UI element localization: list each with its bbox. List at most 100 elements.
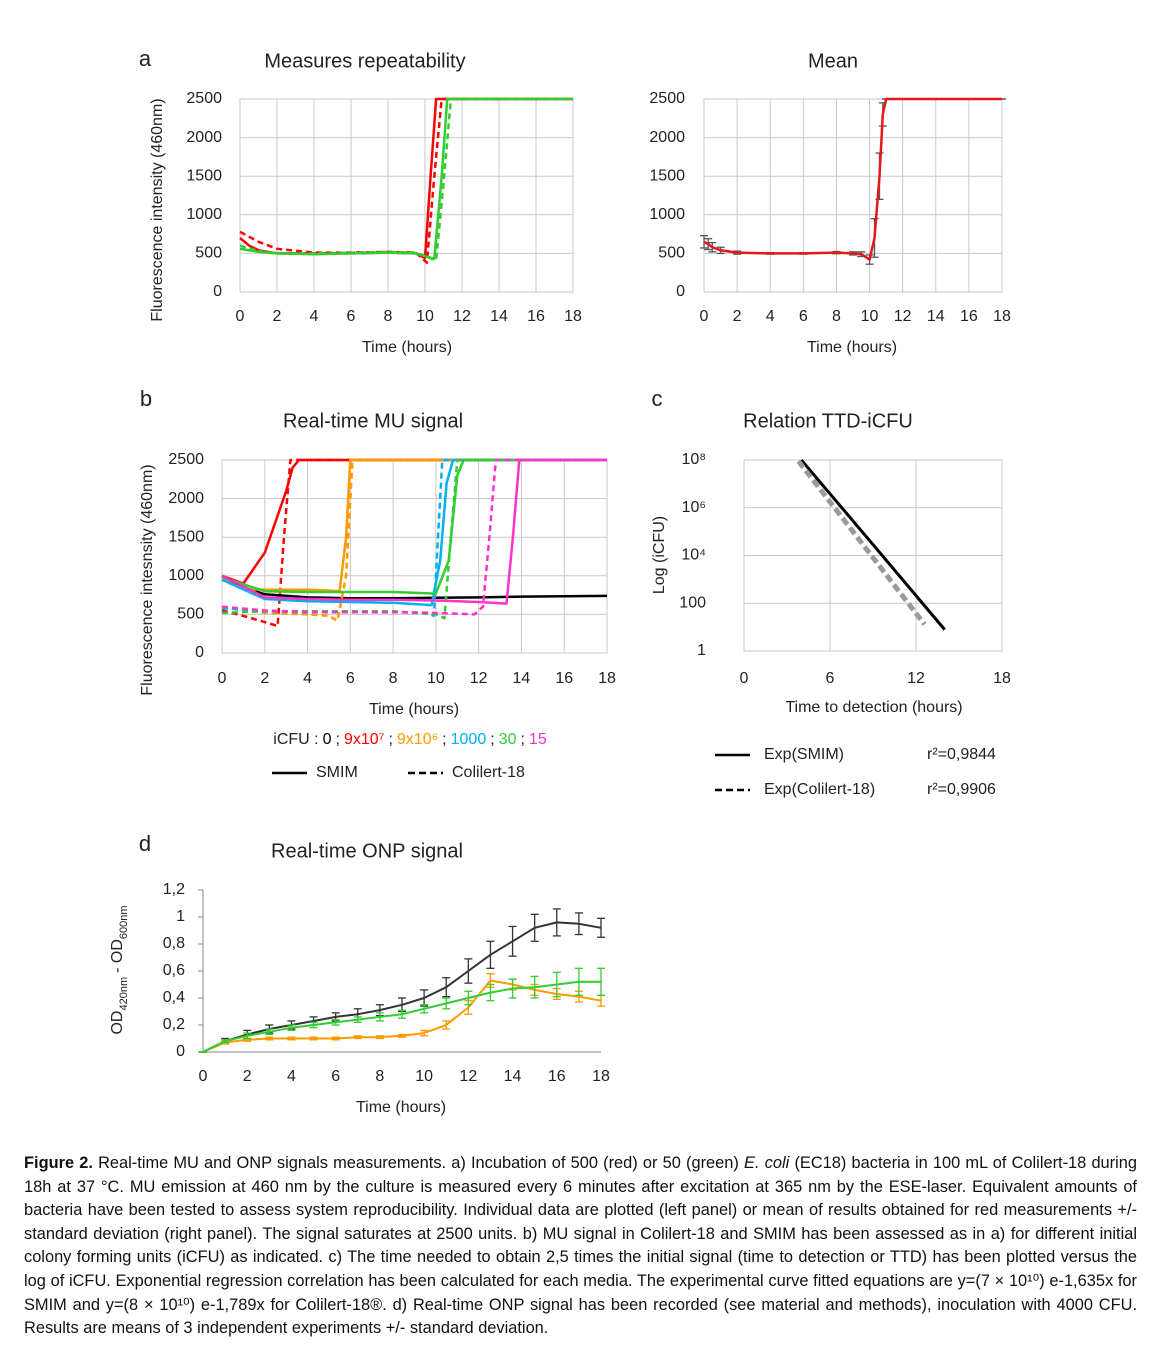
x-tick-label: 6 bbox=[826, 670, 835, 687]
y-tick-label: 0 bbox=[176, 1043, 185, 1060]
x-tick-label: 0 bbox=[700, 308, 709, 325]
chart-title: Relation TTD-iCFU bbox=[743, 410, 913, 432]
x-tick-label: 2 bbox=[733, 308, 742, 325]
legend-entry: 9x10⁶ bbox=[397, 731, 438, 748]
x-tick-label: 8 bbox=[832, 308, 841, 325]
x-tick-label: 8 bbox=[375, 1068, 384, 1085]
plot-frame bbox=[239, 98, 574, 293]
caption-text: (EC18) bacteria in 100 mL of Colilert-18… bbox=[24, 1154, 1138, 1338]
legend-separator: ; bbox=[520, 731, 524, 748]
y-tick-label: 1500 bbox=[168, 528, 204, 545]
series-line bbox=[239, 97, 573, 262]
series-line bbox=[239, 97, 573, 260]
y-tick-label: 1 bbox=[176, 908, 185, 925]
y-tick-label: 2000 bbox=[168, 490, 204, 507]
legend-separator: ; bbox=[490, 731, 494, 748]
x-tick-label: 10 bbox=[416, 308, 434, 325]
x-tick-label: 18 bbox=[598, 670, 616, 687]
y-tick-label: 1000 bbox=[649, 206, 685, 223]
caption-label: Figure 2. bbox=[24, 1154, 93, 1172]
series-line bbox=[221, 458, 607, 616]
y-tick-label: 2000 bbox=[649, 129, 685, 146]
y-tick-label: 0 bbox=[195, 644, 204, 661]
y-tick-label: 10⁸ bbox=[681, 451, 706, 468]
y-tick-label: 1 bbox=[697, 642, 706, 659]
legend-separator: ; bbox=[336, 731, 340, 748]
series-line bbox=[221, 458, 607, 585]
x-tick-label: 14 bbox=[927, 308, 945, 325]
series-line bbox=[703, 97, 1002, 261]
panel-label: c bbox=[652, 386, 663, 411]
x-tick-label: 12 bbox=[470, 670, 488, 687]
y-tick-label: 0 bbox=[213, 283, 222, 300]
series-line bbox=[202, 980, 601, 1053]
legend-entry: 30 bbox=[499, 731, 517, 748]
y-tick-label: 0,4 bbox=[163, 989, 185, 1006]
legend-entry: 0 bbox=[323, 731, 332, 748]
x-tick-label: 14 bbox=[490, 308, 508, 325]
legend-title: iCFU : bbox=[273, 731, 318, 748]
x-tick-label: 4 bbox=[287, 1068, 296, 1085]
x-tick-label: 8 bbox=[384, 308, 393, 325]
x-tick-label: 16 bbox=[555, 670, 573, 687]
x-tick-label: 0 bbox=[199, 1068, 208, 1085]
x-tick-label: 12 bbox=[453, 308, 471, 325]
series-line bbox=[800, 459, 946, 631]
x-tick-label: 2 bbox=[260, 670, 269, 687]
y-tick-label: 1500 bbox=[186, 167, 222, 184]
y-tick-label: 1000 bbox=[186, 206, 222, 223]
chart-title: Mean bbox=[808, 50, 858, 72]
y-tick-label: 1000 bbox=[168, 567, 204, 584]
series-line bbox=[221, 458, 607, 607]
legend-entry: 15 bbox=[529, 731, 547, 748]
x-tick-label: 10 bbox=[861, 308, 879, 325]
y-tick-label: 0 bbox=[676, 283, 685, 300]
x-tick-label: 0 bbox=[740, 670, 749, 687]
x-tick-label: 16 bbox=[527, 308, 545, 325]
panel-label: b bbox=[140, 386, 152, 411]
legend-separator: ; bbox=[388, 731, 392, 748]
y-tick-label: 2500 bbox=[649, 90, 685, 107]
x-tick-label: 4 bbox=[310, 308, 319, 325]
x-tick-label: 18 bbox=[993, 670, 1011, 687]
legend-label: Colilert-18 bbox=[452, 764, 525, 781]
series-line bbox=[221, 458, 607, 628]
x-tick-label: 18 bbox=[592, 1068, 610, 1085]
legend-label: SMIM bbox=[316, 764, 358, 781]
x-tick-label: 12 bbox=[894, 308, 912, 325]
x-tick-label: 0 bbox=[236, 308, 245, 325]
x-axis-label: Time (hours) bbox=[362, 339, 452, 356]
legend: iCFU :0; 9x10⁷; 9x10⁶; 1000; 30; 15 bbox=[273, 731, 547, 748]
y-axis-label: Log (iCFU) bbox=[651, 516, 668, 594]
x-tick-label: 6 bbox=[346, 670, 355, 687]
y-tick-label: 2500 bbox=[168, 451, 204, 468]
y-tick-label: 1500 bbox=[649, 167, 685, 184]
legend-r2: r²=0,9906 bbox=[927, 781, 996, 798]
x-tick-label: 16 bbox=[548, 1068, 566, 1085]
x-tick-label: 4 bbox=[303, 670, 312, 687]
y-axis-label: Fluorescence intesnsity (460nm) bbox=[139, 464, 156, 695]
x-tick-label: 10 bbox=[427, 670, 445, 687]
y-tick-label: 1,2 bbox=[163, 881, 185, 898]
chart-title: Real-time MU signal bbox=[283, 410, 463, 432]
y-axis-label-part: - OD bbox=[109, 939, 126, 973]
y-tick-label: 10⁴ bbox=[681, 547, 706, 564]
legend-r2: r²=0,9844 bbox=[927, 746, 996, 763]
x-tick-label: 14 bbox=[513, 670, 531, 687]
panel-label: a bbox=[139, 46, 152, 71]
legend-label: Exp(SMIM) bbox=[764, 746, 844, 763]
chart-title: Real-time ONP signal bbox=[271, 840, 463, 862]
x-axis-label: Time (hours) bbox=[356, 1099, 446, 1116]
y-tick-label: 500 bbox=[658, 245, 685, 262]
series-line bbox=[796, 459, 927, 626]
y-tick-label: 2000 bbox=[186, 129, 222, 146]
x-tick-label: 8 bbox=[389, 670, 398, 687]
plot-frame bbox=[703, 98, 1003, 293]
y-tick-label: 10⁶ bbox=[682, 499, 706, 516]
x-axis-label: Time (hours) bbox=[807, 339, 897, 356]
y-tick-label: 0,8 bbox=[163, 935, 185, 952]
x-tick-label: 14 bbox=[504, 1068, 522, 1085]
caption-text: Real-time MU and ONP signals measurement… bbox=[98, 1154, 739, 1172]
